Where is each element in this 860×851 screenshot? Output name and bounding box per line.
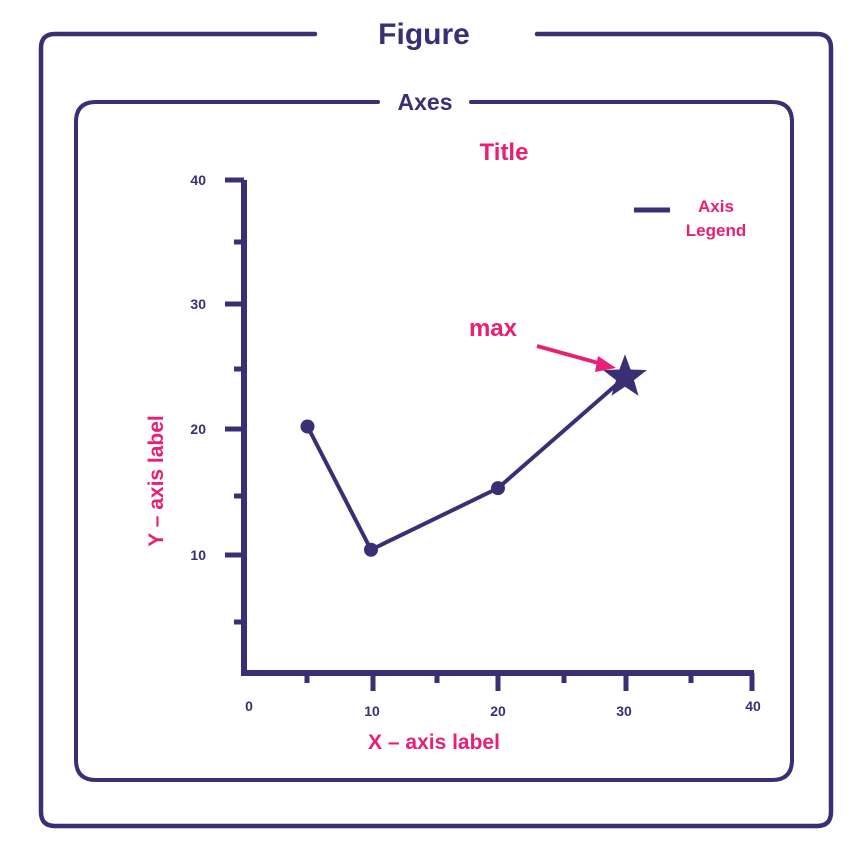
axis-lines <box>241 180 754 676</box>
y-tick-label-10: 10 <box>190 547 206 563</box>
figure-frame: Figure <box>38 18 834 829</box>
annotation-max-text: max <box>469 315 518 342</box>
axes-frame: Axes <box>74 89 794 782</box>
figure-label: Figure <box>378 18 470 51</box>
data-point-marker <box>364 542 378 557</box>
legend-label-line-1: Axis <box>698 197 734 216</box>
max-star-marker <box>603 354 647 396</box>
x-tick-label-30: 30 <box>616 703 632 719</box>
data-point-marker <box>300 419 315 434</box>
plot-area <box>300 354 647 557</box>
y-axis-ticks <box>225 177 244 625</box>
y-tick-labels: 40 30 20 10 <box>190 172 206 563</box>
x-axis-ticks <box>304 673 755 691</box>
x-tick-label-0: 0 <box>245 698 253 714</box>
legend: Axis Legend <box>634 197 746 240</box>
y-axis-label: Y – axis label <box>145 415 168 547</box>
x-tick-labels: 0 10 20 30 40 <box>245 698 761 719</box>
y-tick-label-20: 20 <box>190 421 206 437</box>
y-tick-label-40: 40 <box>190 172 206 188</box>
x-tick-label-40: 40 <box>745 698 761 714</box>
series-line <box>305 375 627 552</box>
annotation-arrow-head <box>595 356 616 372</box>
data-point-marker <box>491 481 505 496</box>
axes-label: Axes <box>398 89 453 115</box>
annotation-arrow-shaft <box>536 344 603 366</box>
x-tick-label-20: 20 <box>490 703 506 719</box>
y-tick-label-30: 30 <box>190 296 206 312</box>
legend-label-line-2: Legend <box>686 221 746 240</box>
max-annotation: max <box>469 315 616 372</box>
figure-frame-border <box>38 31 834 829</box>
x-tick-label-10: 10 <box>364 703 380 719</box>
axes-frame-border <box>74 100 794 782</box>
chart-title: Title <box>480 139 529 166</box>
x-axis-label: X – axis label <box>368 731 500 754</box>
